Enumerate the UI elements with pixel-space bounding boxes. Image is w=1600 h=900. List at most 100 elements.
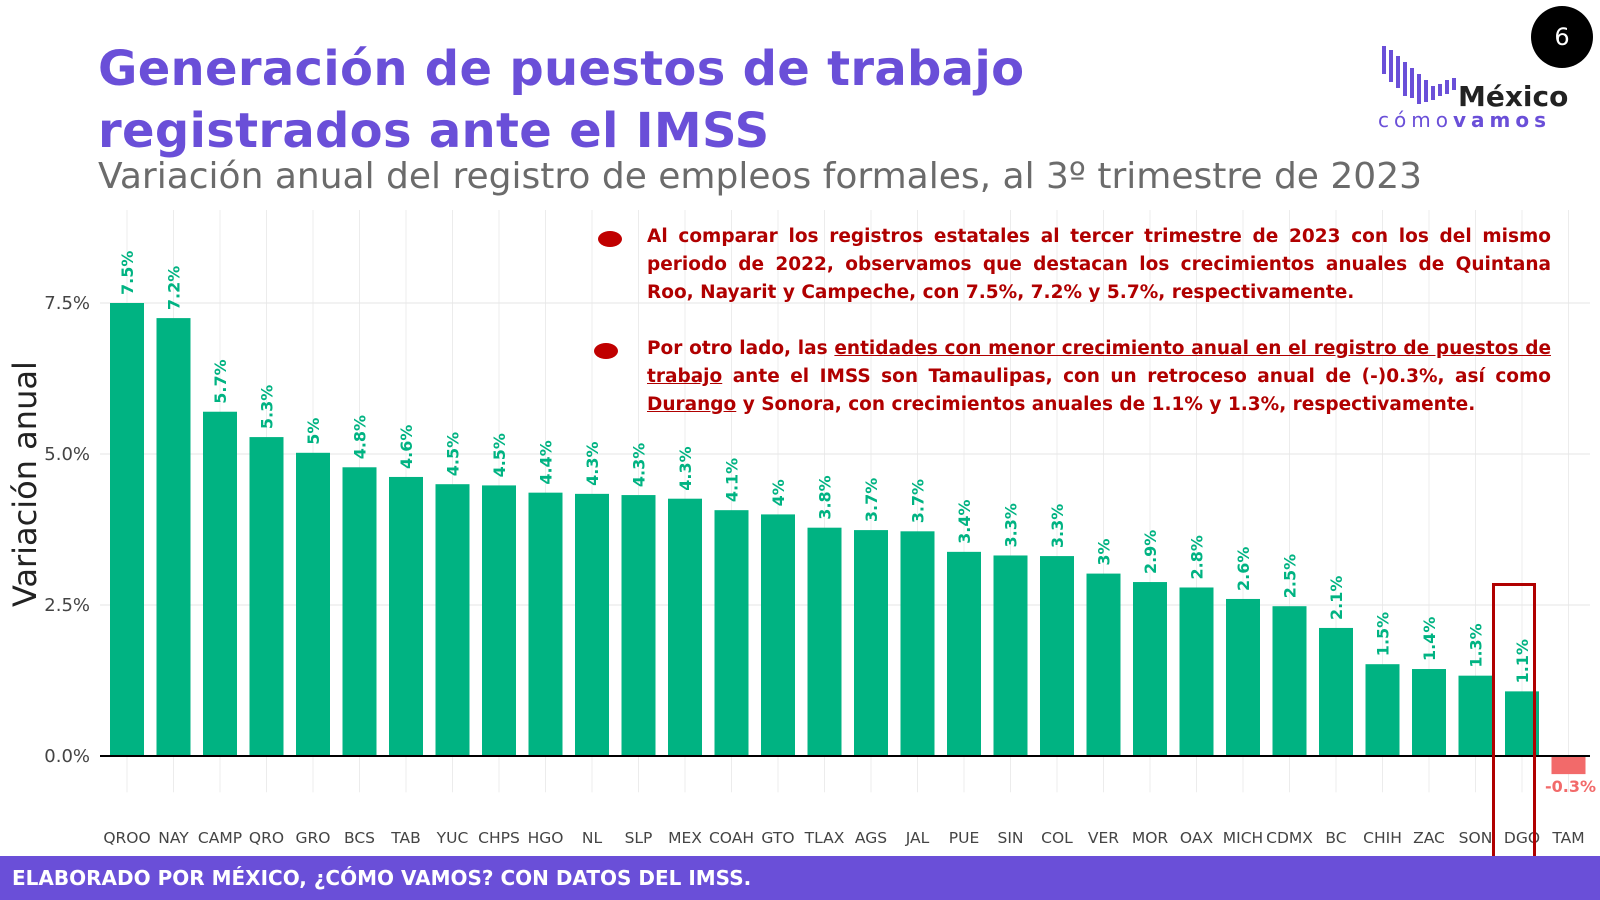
data-label-mex: 4.3% [676, 446, 695, 490]
data-label-pue: 3.4% [955, 499, 974, 543]
x-tick-label: ZAC [1413, 829, 1445, 847]
x-tick-label: COAH [709, 829, 754, 847]
mexico-como-vamos-logo: México cómovamos [1378, 44, 1578, 134]
y-tick-label: 5.0% [44, 444, 90, 465]
x-tick-label: YUC [436, 829, 469, 847]
x-tick-label: CDMX [1266, 829, 1313, 847]
data-label-nay: 7.2% [165, 266, 184, 310]
bar-hgo [528, 492, 563, 756]
title-line-1: Generación de puestos de trabajo [98, 41, 1025, 97]
bar-oax [1179, 587, 1214, 756]
bar-qro [249, 437, 284, 756]
data-label-ags: 3.7% [862, 478, 881, 522]
data-label-jal: 3.7% [909, 479, 928, 523]
note-bullet-1 [598, 231, 622, 247]
bar-tam [1551, 756, 1586, 775]
footer-source: ELABORADO POR MÉXICO, ¿CÓMO VAMOS? CON D… [0, 856, 1600, 900]
x-tick-label: BCS [344, 829, 375, 847]
bar-mex [668, 498, 702, 756]
data-label-tam: -0.3% [1545, 777, 1596, 796]
data-label-gro: 5% [304, 418, 323, 445]
note-top-states: Al comparar los registros estatales al t… [647, 226, 1551, 303]
bar-ags [854, 530, 888, 756]
bar-camp [203, 411, 237, 756]
note-underlined-text: entidades con menor crecimiento anual en… [647, 338, 1551, 387]
data-label-col: 3.3% [1048, 504, 1067, 548]
data-label-coah: 4.1% [723, 458, 742, 502]
bar-nl [575, 493, 609, 756]
data-label-hgo: 4.4% [537, 440, 556, 484]
data-label-chih: 1.5% [1374, 612, 1393, 656]
page-number: 6 [1531, 6, 1593, 68]
y-tick-label: 0.0% [44, 746, 90, 767]
x-tick-label: JAL [905, 829, 930, 847]
bar-chih [1365, 664, 1400, 756]
x-tick-label: GRO [296, 829, 331, 847]
bar-chart: 0.0% 2.5% 5.0% 7.5% 7.5% QROO 7.2% NAY 5.7% CAMP 5… [44, 210, 1596, 847]
dgo-highlight-box [1492, 583, 1536, 860]
x-tick-label: TAM [1551, 829, 1584, 847]
bar-col [1040, 556, 1074, 756]
bar-zac [1412, 669, 1446, 756]
data-label-oax: 2.8% [1188, 535, 1207, 579]
bar-cdmx [1272, 606, 1307, 756]
data-label-tlax: 3.8% [816, 475, 835, 519]
x-tick-label: SON [1459, 829, 1493, 847]
bar-gto [761, 514, 795, 756]
x-tick-label: BC [1325, 829, 1346, 847]
data-label-son: 1.3% [1467, 623, 1486, 667]
note-text: y Sonora, con crecimientos anuales de 1.… [736, 394, 1476, 415]
x-tick-label: OAX [1180, 829, 1214, 847]
bar-nay [156, 318, 191, 756]
note-text: ante el IMSS son Tamaulipas, con un retr… [722, 366, 1551, 387]
x-tick-label: NAY [158, 829, 189, 847]
logo-tagline-light: cómo [1378, 108, 1453, 132]
data-label-dgo: 1.1% [1513, 639, 1532, 683]
x-tick-label: TLAX [804, 829, 845, 847]
data-label-nl: 4.3% [583, 441, 602, 485]
bar-son [1458, 675, 1493, 756]
bar-bcs [342, 467, 377, 756]
x-tick-label: CHIH [1363, 829, 1402, 847]
bar-mich [1226, 598, 1260, 756]
x-tick-label: COL [1041, 829, 1073, 847]
x-tick-label: CAMP [198, 829, 242, 847]
bar-pue [947, 551, 981, 756]
x-tick-label: NL [582, 829, 603, 847]
x-tick-label: QRO [249, 829, 284, 847]
bar-jal [900, 531, 935, 756]
data-label-yuc: 4.5% [444, 432, 463, 476]
data-label-qro: 5.3% [258, 385, 277, 429]
bar-slp [621, 495, 656, 756]
data-label-mor: 2.9% [1141, 530, 1160, 574]
data-label-slp: 4.3% [630, 443, 649, 487]
data-label-cdmx: 2.5% [1281, 554, 1300, 598]
data-label-zac: 1.4% [1420, 617, 1439, 661]
y-tick-label: 7.5% [44, 293, 90, 314]
bar-mor [1133, 582, 1167, 756]
data-label-tab: 4.6% [397, 425, 416, 469]
note-bottom-states: Por otro lado, las entidades con menor c… [647, 335, 1551, 419]
x-tick-label: HGO [528, 829, 564, 847]
x-tick-label: VER [1088, 829, 1119, 847]
bar-tlax [807, 527, 842, 756]
data-label-ver: 3% [1095, 538, 1114, 565]
x-tick-label: MOR [1132, 829, 1169, 847]
x-tick-label: SLP [625, 829, 653, 847]
bar-qroo [110, 303, 144, 756]
bar-tab [389, 476, 423, 756]
note-text: Por otro lado, las [647, 338, 835, 359]
data-label-chps: 4.5% [490, 433, 509, 477]
bar-coah [714, 510, 749, 756]
bar-ver [1086, 573, 1121, 756]
x-tick-label: AGS [855, 829, 887, 847]
x-tick-label: MEX [668, 829, 702, 847]
x-tick-label: QROO [103, 829, 150, 847]
bar-chps [482, 485, 516, 756]
x-tick-label: PUE [949, 829, 980, 847]
x-tick-label: TAB [390, 829, 421, 847]
bar-yuc [435, 484, 470, 756]
bar-bc [1319, 627, 1353, 756]
y-tick-label: 2.5% [44, 595, 90, 616]
note-bullet-2 [594, 343, 618, 359]
